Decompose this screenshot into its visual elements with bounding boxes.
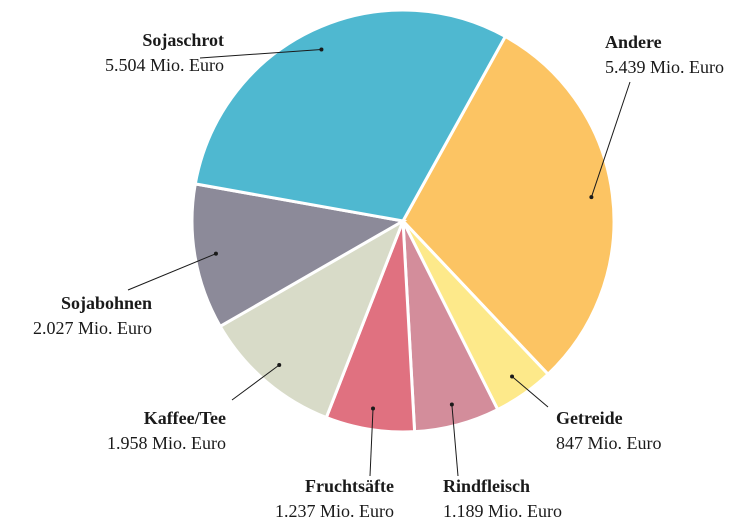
leader-line — [231, 364, 280, 401]
slice-value: 5.439 Mio. Euro — [605, 57, 724, 77]
slice-value: 5.504 Mio. Euro — [105, 55, 224, 75]
slice-name: Kaffee/Tee — [144, 408, 226, 428]
leader-line — [590, 81, 631, 198]
slice-name: Rindfleisch — [443, 476, 530, 496]
leader-dot — [277, 363, 282, 368]
slice-value: 2.027 Mio. Euro — [33, 318, 152, 338]
pie-slice — [190, 182, 408, 329]
leader-dot — [213, 251, 218, 256]
slice-name: Sojaschrot — [142, 30, 224, 50]
leader-line — [511, 376, 549, 408]
leader-line — [199, 49, 322, 59]
leader-dot — [589, 195, 594, 200]
slice-value: 847 Mio. Euro — [556, 433, 662, 453]
pie-slice — [401, 34, 616, 377]
slice-value: 1.958 Mio. Euro — [107, 433, 226, 453]
leader-dot — [449, 402, 454, 407]
leader-line — [451, 404, 459, 477]
leader-dot — [319, 47, 324, 52]
slice-name: Andere — [605, 32, 662, 52]
slice-name: Getreide — [556, 408, 623, 428]
leader-dot — [510, 374, 515, 379]
leader-line — [127, 253, 217, 291]
leader-line — [369, 408, 374, 477]
slice-value: 1.237 Mio. Euro — [275, 501, 394, 521]
pie-slice — [193, 8, 508, 223]
leader-dot — [371, 406, 376, 411]
slice-name: Fruchtsäfte — [305, 476, 394, 496]
pie-slice — [218, 217, 406, 420]
slice-value: 1.189 Mio. Euro — [443, 501, 562, 521]
slice-name: Sojabohnen — [61, 293, 152, 313]
